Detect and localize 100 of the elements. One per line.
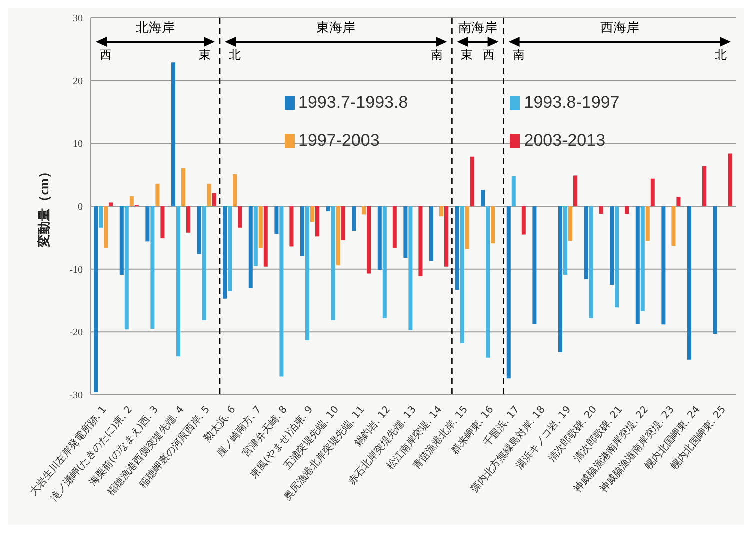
bar (326, 206, 330, 212)
bar (599, 206, 604, 214)
bar (280, 206, 284, 377)
bar (120, 206, 124, 275)
legend-label: 1993.8-1997 (524, 92, 620, 113)
bar (352, 206, 356, 232)
bar (202, 206, 206, 320)
bar (558, 206, 562, 352)
bar (181, 168, 186, 206)
bar (702, 166, 706, 206)
legend-label: 2003-2013 (524, 130, 606, 151)
bar (109, 202, 114, 206)
bar (512, 176, 516, 206)
bar (404, 206, 408, 258)
annotation: 東 (199, 48, 211, 62)
annotation: 南海岸 (458, 21, 498, 36)
annotation: 南 (512, 48, 525, 62)
bar (233, 174, 238, 206)
bar (615, 206, 620, 308)
y-tick-label: 10 (73, 139, 83, 150)
bar (584, 206, 588, 280)
bar (532, 206, 537, 324)
bar (676, 197, 681, 206)
bar (625, 206, 630, 214)
bar (310, 206, 314, 222)
bar (254, 206, 258, 266)
bar (491, 206, 496, 244)
bar (160, 206, 165, 239)
bar (331, 206, 336, 320)
y-tick-label: -30 (70, 390, 83, 402)
bar (104, 206, 108, 248)
bar (650, 178, 655, 206)
bar (687, 206, 692, 360)
bar (300, 206, 304, 256)
bar (486, 206, 490, 358)
bar (186, 206, 190, 233)
y-axis-title: 変動量（cm） (36, 166, 52, 248)
annotation: 東 (461, 48, 474, 62)
bar (248, 206, 253, 288)
bar (290, 206, 294, 247)
bar (728, 154, 732, 206)
bar (429, 206, 434, 262)
bar (636, 206, 640, 324)
bar (150, 206, 155, 330)
bar (589, 206, 594, 318)
annotation: 西 (100, 48, 112, 62)
bar (672, 206, 676, 246)
bar (382, 206, 387, 318)
bar (568, 206, 572, 242)
bar (506, 206, 511, 379)
bar (99, 206, 104, 228)
bar (367, 206, 372, 274)
bar (176, 206, 180, 357)
bar (315, 206, 320, 237)
bar (212, 193, 216, 206)
bar (470, 156, 474, 206)
bar (305, 206, 310, 340)
bar (662, 206, 666, 325)
bar (156, 184, 160, 206)
bar (646, 206, 650, 242)
bar (392, 206, 397, 248)
annotation: 北 (715, 48, 727, 62)
y-tick-label: -10 (70, 264, 83, 276)
bar (563, 206, 568, 275)
bar (238, 206, 242, 228)
bar (439, 206, 444, 217)
y-tick-label: -20 (70, 328, 83, 339)
y-tick-label: 20 (73, 76, 83, 88)
bar (362, 206, 366, 215)
y-tick-label: 30 (73, 14, 83, 25)
bar (418, 206, 423, 276)
bar (274, 206, 279, 234)
bar (378, 206, 382, 270)
annotation: 西 (482, 48, 495, 62)
bar (640, 206, 645, 312)
bar (408, 206, 413, 330)
bar (223, 206, 228, 299)
bar (207, 184, 212, 206)
bar (171, 62, 176, 206)
annotation: 東海岸 (316, 21, 356, 36)
bar (465, 206, 470, 250)
annotation: 北海岸 (136, 21, 175, 36)
bar (713, 206, 718, 334)
bar (455, 206, 460, 290)
bar (130, 196, 134, 206)
y-tick-label: 0 (78, 202, 83, 214)
bar (228, 206, 232, 292)
legend-label: 1993.7-1993.8 (298, 92, 408, 113)
bar (197, 206, 202, 254)
bar (341, 206, 346, 240)
bar (573, 176, 578, 206)
bar (146, 206, 150, 242)
bar (610, 206, 614, 286)
annotation: 南 (431, 48, 444, 62)
bar (522, 206, 526, 235)
legend-label: 1997-2003 (298, 130, 380, 151)
bar (444, 206, 448, 267)
bar (124, 206, 129, 330)
annotation: 西海岸 (600, 21, 640, 36)
annotation: 北 (229, 48, 241, 62)
